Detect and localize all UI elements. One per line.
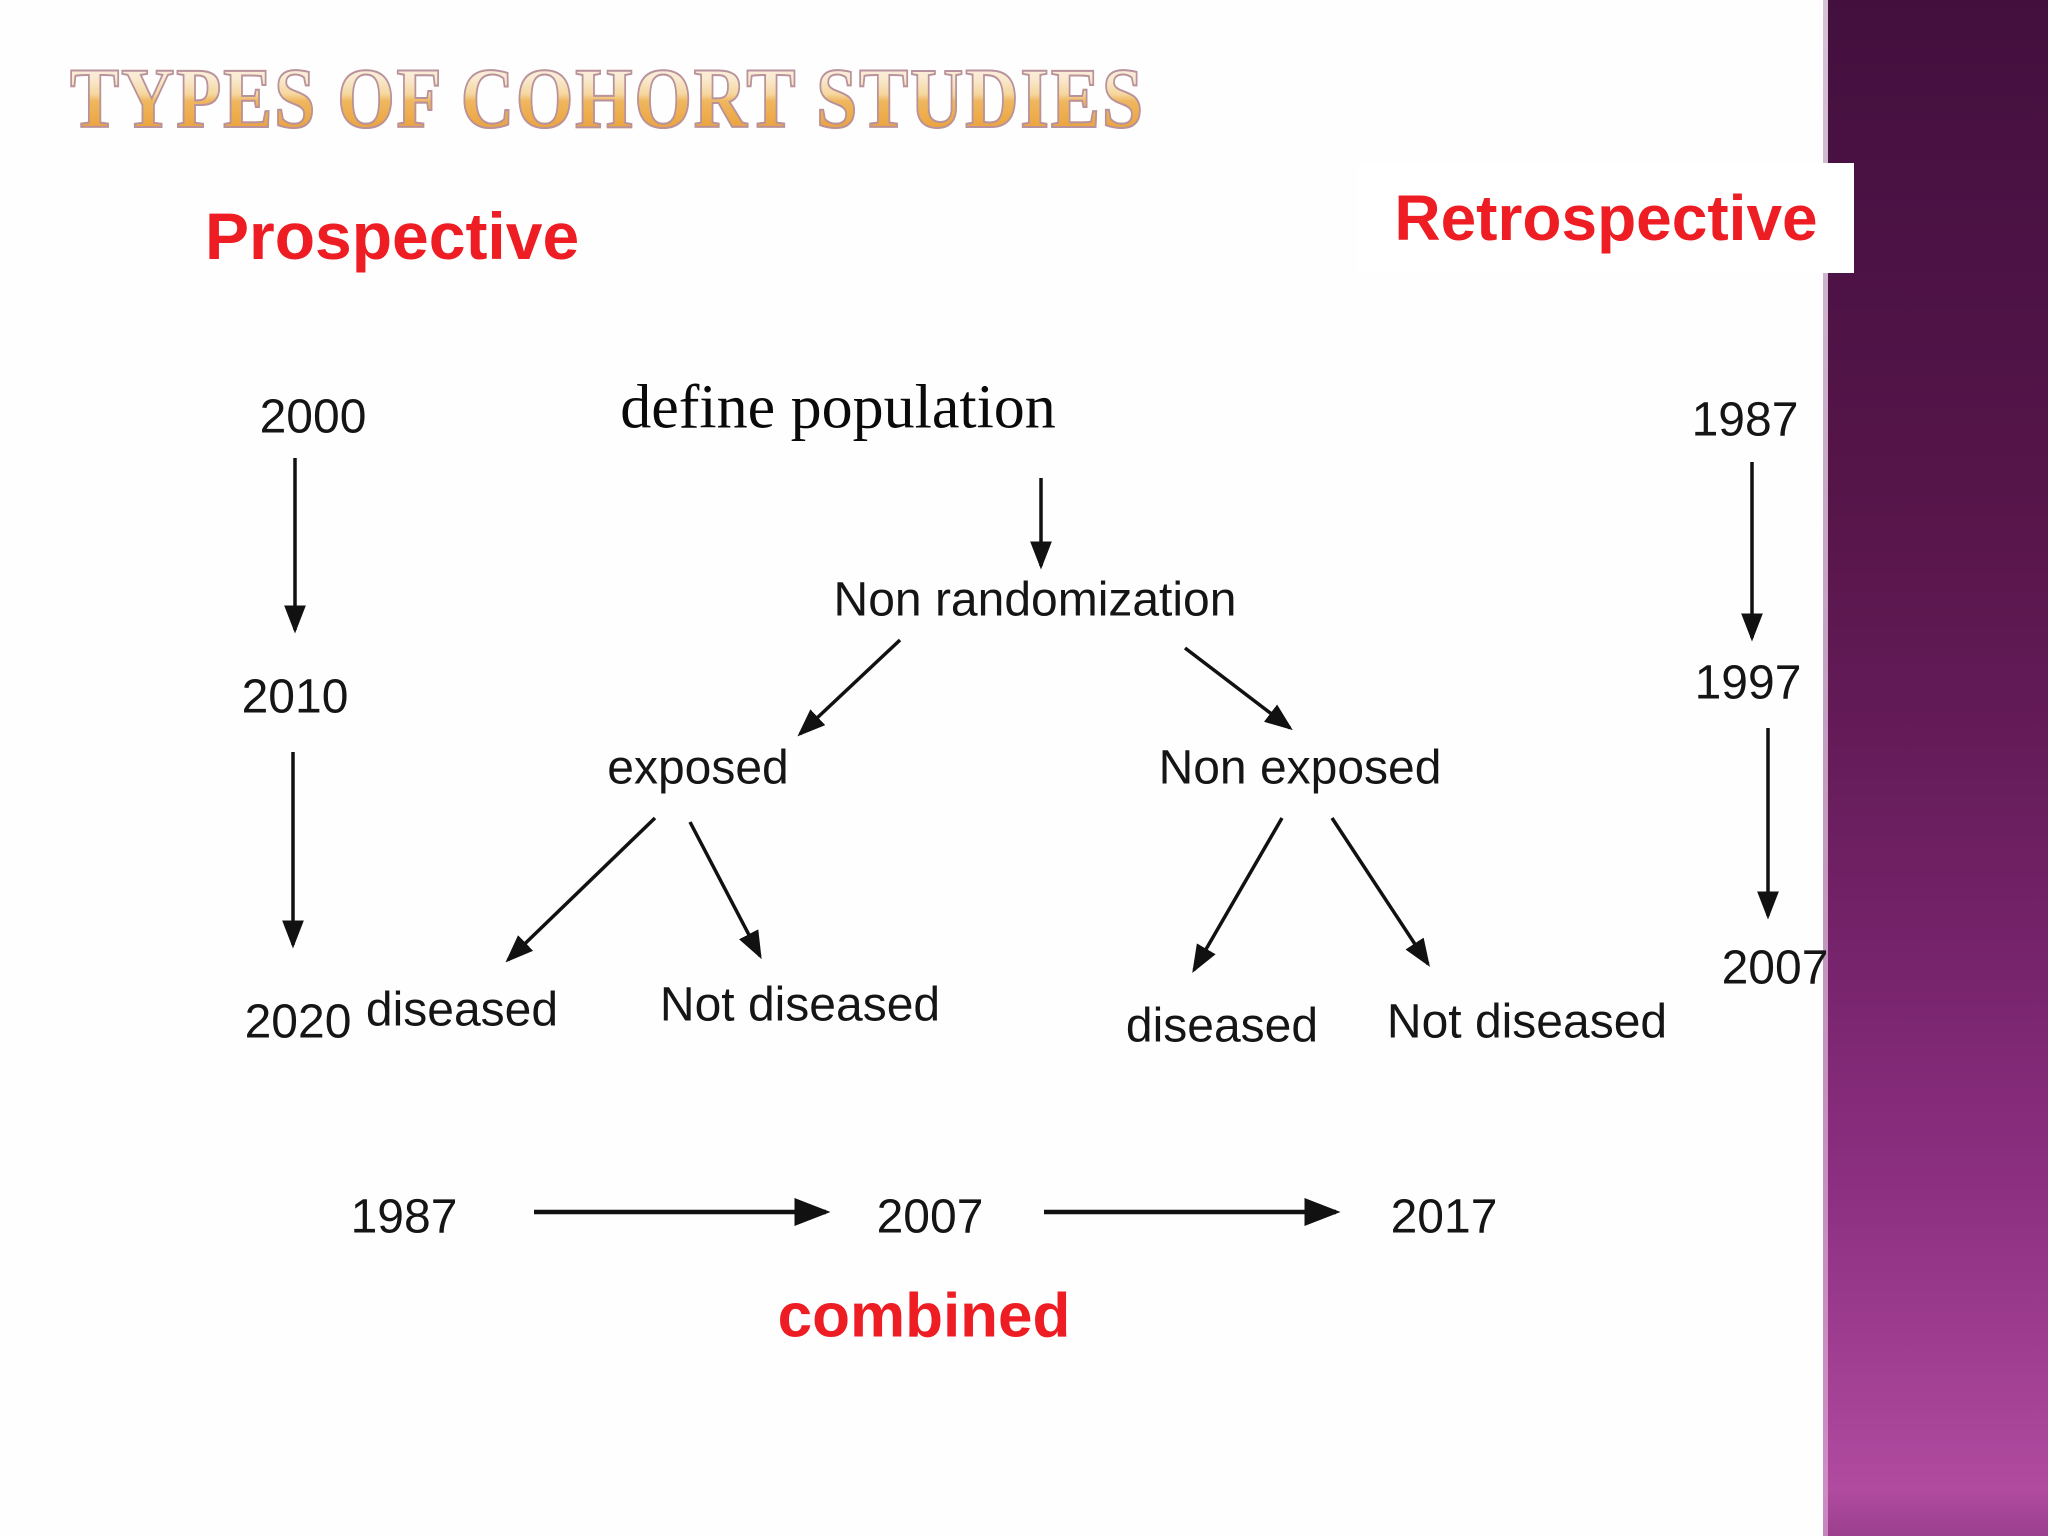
prospective-label: Prospective xyxy=(205,199,580,273)
prospective-year-2020: 2020 xyxy=(244,995,352,1049)
node-exposed: exposed xyxy=(607,741,789,795)
retrospective-tab: Retrospective xyxy=(1358,163,1854,273)
retrospective-label: Retrospective xyxy=(1394,182,1818,254)
arrow-nonrandomization-exposed xyxy=(797,638,902,737)
arrow-nonrandomization-nonexposed xyxy=(1183,646,1293,731)
retrospective-year-2007: 2007 xyxy=(1721,941,1829,995)
node-define-population: define population xyxy=(620,373,1056,442)
node-non-exposed-not-diseased: Not diseased xyxy=(1386,995,1668,1049)
prospective-year-2010: 2010 xyxy=(241,670,349,724)
arrow-nonexposed-diseased xyxy=(1192,817,1284,974)
retrospective-year-1997: 1997 xyxy=(1694,656,1802,710)
node-exposed-diseased: diseased xyxy=(365,983,559,1037)
node-non-exposed: Non exposed xyxy=(1158,741,1442,795)
arrow-nonexposed-notdiseased xyxy=(1330,817,1430,967)
arrow-exposed-notdiseased xyxy=(688,821,762,960)
retrospective-year-1987: 1987 xyxy=(1691,393,1799,447)
sidebar-gradient-bar xyxy=(1823,0,2048,1536)
node-non-randomization: Non randomization xyxy=(833,573,1237,627)
combined-year-2007: 2007 xyxy=(876,1190,984,1244)
combined-year-1987: 1987 xyxy=(350,1190,458,1244)
slide-title: TYPES OF COHORT STUDIES xyxy=(69,49,1145,147)
node-exposed-not-diseased: Not diseased xyxy=(659,978,941,1032)
combined-label: combined xyxy=(777,1281,1071,1351)
prospective-year-2000: 2000 xyxy=(259,390,367,444)
node-non-exposed-diseased: diseased xyxy=(1125,999,1319,1053)
arrow-exposed-diseased xyxy=(505,816,657,963)
combined-year-2017: 2017 xyxy=(1390,1190,1498,1244)
